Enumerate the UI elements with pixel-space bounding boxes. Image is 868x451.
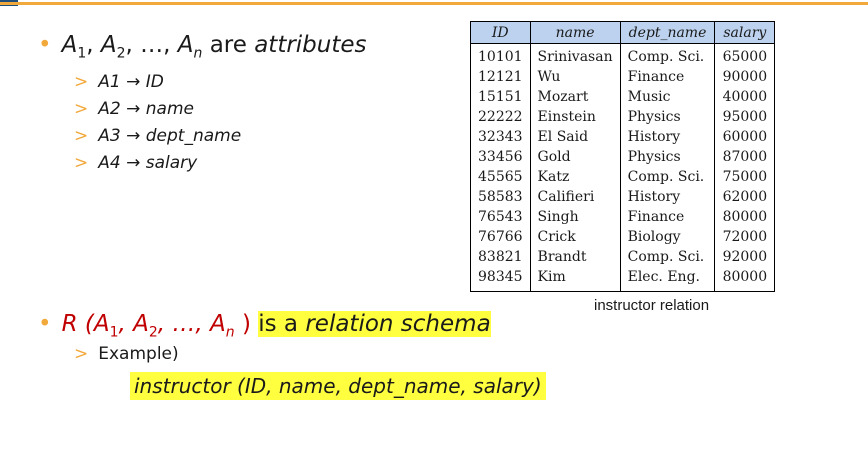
table-cell: 65000 bbox=[714, 43, 776, 67]
table-cell: Physics bbox=[619, 147, 716, 167]
table-row: 32343 El Said History 60000 bbox=[470, 127, 776, 147]
instructor-table: ID name dept_name salary 10101 Srinivasan… bbox=[470, 21, 776, 292]
bullet-dot-icon: • bbox=[38, 311, 52, 337]
table-cell: 32343 bbox=[470, 127, 531, 147]
table-cell: Gold bbox=[529, 147, 621, 167]
chevron-right-icon: > bbox=[74, 98, 89, 119]
table-row: 58583 Califieri History 62000 bbox=[470, 187, 776, 207]
table-cell: 95000 bbox=[714, 107, 776, 127]
table-cell: 60000 bbox=[714, 127, 776, 147]
table-row: 10101 Srinivasan Comp. Sci. 65000 bbox=[470, 43, 776, 67]
table-cell: 10101 bbox=[470, 43, 531, 67]
table-cell: History bbox=[619, 127, 716, 147]
table-cell: 76766 bbox=[470, 227, 531, 247]
table-cell: 15151 bbox=[470, 87, 531, 107]
table-body: 10101 Srinivasan Comp. Sci. 65000 12121 Wu Fin… bbox=[470, 43, 776, 292]
table-cell: 80000 bbox=[714, 267, 776, 292]
table-row: 45565 Katz Comp. Sci. 75000 bbox=[470, 167, 776, 187]
table-cell: 72000 bbox=[714, 227, 776, 247]
chevron-right-icon: > bbox=[74, 71, 89, 92]
mapping-item: > A4 → salary bbox=[74, 152, 198, 173]
chevron-right-icon: > bbox=[74, 125, 89, 146]
table-cell: 87000 bbox=[714, 147, 776, 167]
table-cell: Katz bbox=[529, 167, 621, 187]
table-cell: Music bbox=[619, 87, 716, 107]
table-cell: 33456 bbox=[470, 147, 531, 167]
table-cell: 22222 bbox=[470, 107, 531, 127]
table-row: 33456 Gold Physics 87000 bbox=[470, 147, 776, 167]
table-row: 76543 Singh Finance 80000 bbox=[470, 207, 776, 227]
chevron-right-icon: > bbox=[74, 344, 89, 364]
table-cell: 62000 bbox=[714, 187, 776, 207]
mapping-list: > A1 → ID > A2 → name > A3 → dept_name > A4 → s… bbox=[38, 69, 367, 177]
table-cell: Mozart bbox=[529, 87, 621, 107]
table-cell: Elec. Eng. bbox=[619, 267, 716, 292]
chevron-right-icon: > bbox=[74, 152, 89, 173]
table-cell: Kim bbox=[529, 267, 621, 292]
table-cell: Comp. Sci. bbox=[619, 43, 716, 67]
table-cell: Finance bbox=[619, 67, 716, 87]
schema-line: • R (A1, A2, …, An ) is a relation schema bbox=[38, 311, 491, 341]
table-row: 83821 Brandt Comp. Sci. 92000 bbox=[470, 247, 776, 267]
table-cell: Califieri bbox=[529, 187, 621, 207]
header-name: name bbox=[529, 21, 621, 44]
table-cell: Physics bbox=[619, 107, 716, 127]
bullet-dot-icon: • bbox=[38, 32, 52, 58]
table-cell: 80000 bbox=[714, 207, 776, 227]
table-cell: Srinivasan bbox=[529, 43, 621, 67]
table-cell: Biology bbox=[619, 227, 716, 247]
mapping-item: > A2 → name bbox=[74, 98, 194, 119]
example-text: instructor (ID, name, dept_name, salary) bbox=[130, 372, 546, 400]
table-cell: 58583 bbox=[470, 187, 531, 207]
table-cell: El Said bbox=[529, 127, 621, 147]
table-cell: Einstein bbox=[529, 107, 621, 127]
table-cell: 76543 bbox=[470, 207, 531, 227]
table-cell: 45565 bbox=[470, 167, 531, 187]
table-cell: 90000 bbox=[714, 67, 776, 87]
table-cell: 92000 bbox=[714, 247, 776, 267]
table-cell: Brandt bbox=[529, 247, 621, 267]
table-cell: 75000 bbox=[714, 167, 776, 187]
table-cell: Comp. Sci. bbox=[619, 167, 716, 187]
example-label: > Example) bbox=[74, 344, 179, 364]
table-cell: Comp. Sci. bbox=[619, 247, 716, 267]
table-row: 12121 Wu Finance 90000 bbox=[470, 67, 776, 87]
table-cell: Singh bbox=[529, 207, 621, 227]
table-row: 22222 Einstein Physics 95000 bbox=[470, 107, 776, 127]
table-row: 76766 Crick Biology 72000 bbox=[470, 227, 776, 247]
table-row: 15151 Mozart Music 40000 bbox=[470, 87, 776, 107]
header-dept-name: dept_name bbox=[619, 21, 716, 44]
table-caption: instructor relation bbox=[594, 297, 710, 314]
attributes-line: • A1, A2, …, An are attributes bbox=[38, 32, 367, 62]
mapping-item: > A1 → ID bbox=[74, 71, 164, 92]
table-cell: Crick bbox=[529, 227, 621, 247]
table-cell: 40000 bbox=[714, 87, 776, 107]
table-cell: 98345 bbox=[470, 267, 531, 292]
mapping-item: > A3 → dept_name bbox=[74, 125, 242, 146]
table-cell: Finance bbox=[619, 207, 716, 227]
table-cell: History bbox=[619, 187, 716, 207]
header-id: ID bbox=[470, 21, 531, 44]
attributes-bullet: • A1, A2, …, An are attributes > A1 → ID > A… bbox=[38, 30, 367, 177]
table-header-row: ID name dept_name salary bbox=[470, 21, 776, 44]
table-cell: Wu bbox=[529, 67, 621, 87]
top-rule bbox=[0, 2, 868, 5]
table-cell: 83821 bbox=[470, 247, 531, 267]
table-row: 98345 Kim Elec. Eng. 80000 bbox=[470, 267, 776, 292]
table-cell: 12121 bbox=[470, 67, 531, 87]
header-salary: salary bbox=[714, 21, 776, 44]
